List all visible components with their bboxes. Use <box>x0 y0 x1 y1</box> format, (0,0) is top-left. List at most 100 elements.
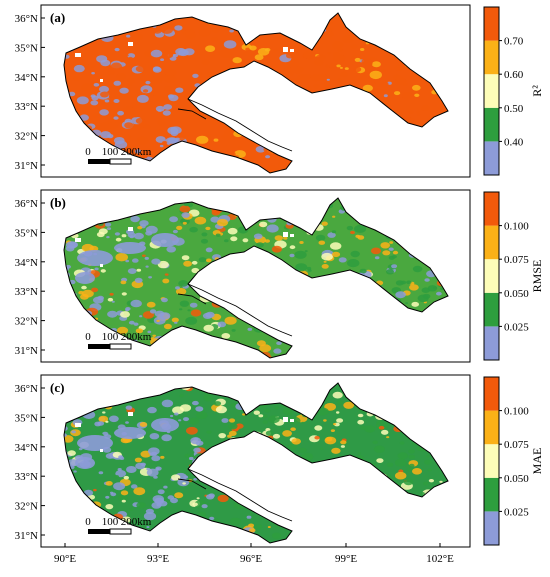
raster-patch <box>331 447 341 454</box>
raster-patch <box>191 267 200 274</box>
raster-patch <box>371 61 381 68</box>
legend-frame <box>483 376 500 546</box>
raster-patch <box>200 238 209 244</box>
raster-patch <box>383 94 388 98</box>
raster-patch <box>386 436 390 439</box>
raster-patch <box>113 482 126 491</box>
legend-swatch <box>484 225 499 260</box>
raster-patch <box>305 86 312 91</box>
raster-patch <box>68 91 76 97</box>
raster-patch <box>386 269 394 275</box>
region-boundary <box>63 197 449 359</box>
lat-tick-label: 32°N <box>15 316 38 328</box>
raster-patch <box>156 503 162 507</box>
raster-patch <box>170 497 178 504</box>
lon-tick-label: 96°E <box>240 553 262 565</box>
raster-patch <box>104 99 110 103</box>
raster-patch <box>88 62 97 68</box>
raster-patch <box>135 328 144 334</box>
raster-patch <box>76 96 89 105</box>
nodata-cell <box>75 423 81 427</box>
raster-patch <box>185 31 196 39</box>
raster-patch <box>161 297 168 303</box>
raster-patch <box>336 418 344 423</box>
raster-patch <box>114 475 120 479</box>
raster-patch <box>151 90 160 96</box>
raster-patch <box>152 334 156 337</box>
region-boundary <box>63 12 449 174</box>
raster-patch <box>122 106 135 115</box>
nodata-cell <box>283 417 288 422</box>
raster-patch <box>428 479 434 483</box>
raster-patch <box>133 487 146 496</box>
raster-patch <box>408 463 415 468</box>
subregion-boundary <box>187 468 293 522</box>
raster-patch <box>164 68 177 77</box>
subregion-boundary <box>177 108 207 120</box>
raster-patch <box>175 288 187 295</box>
raster-patch <box>126 83 132 87</box>
legend-swatch <box>484 410 499 445</box>
raster-patch <box>98 415 109 423</box>
raster-patch <box>230 236 238 242</box>
scale-bar: 0 100 200km <box>85 516 152 535</box>
raster-patch <box>90 94 96 98</box>
raster-patch <box>147 330 152 334</box>
raster-patch <box>332 215 336 218</box>
legend-swatch <box>484 40 499 75</box>
raster-patch <box>376 458 384 463</box>
raster-patch <box>183 260 193 267</box>
raster-patch <box>176 225 183 230</box>
raster-patch <box>167 94 175 99</box>
raster-patch <box>201 59 210 65</box>
raster-patch <box>140 462 146 467</box>
raster-patch <box>317 73 328 81</box>
lat-tick-label: 33°N <box>15 471 38 483</box>
raster-patch <box>111 300 115 303</box>
raster-patch <box>389 241 394 244</box>
raster-patch <box>198 28 211 37</box>
raster-patch <box>336 411 340 414</box>
raster-patch <box>134 149 142 154</box>
raster-patch <box>100 269 106 273</box>
raster-patch <box>121 499 126 503</box>
lat-tick-label: 32°N <box>15 501 38 513</box>
raster-patch <box>301 421 305 424</box>
raster-patch <box>253 410 260 415</box>
raster-patch <box>114 232 120 236</box>
raster-patch <box>357 413 364 418</box>
raster-patch <box>295 263 308 272</box>
scalebar-black-segment <box>88 159 110 164</box>
raster-patch <box>121 292 127 296</box>
raster-patch <box>146 301 156 308</box>
raster-patch <box>147 406 157 414</box>
raster-patch <box>175 48 187 56</box>
raster-patch <box>134 277 143 283</box>
raster-patch <box>181 255 190 261</box>
raster-patch <box>126 34 131 38</box>
panel-tag: (b) <box>50 195 66 210</box>
raster-patch <box>192 502 198 507</box>
raster-patch <box>250 155 256 159</box>
raster-patch <box>162 110 171 116</box>
raster-patch <box>175 286 180 290</box>
raster-patch <box>362 84 373 92</box>
raster-patch <box>381 82 389 88</box>
lake-patch <box>75 272 95 284</box>
raster-patch <box>175 137 180 141</box>
lake-patch <box>77 250 113 266</box>
raster-patch <box>271 245 282 253</box>
raster-patch <box>265 155 271 159</box>
raster-patch <box>254 54 264 61</box>
legend-label: 0.50 <box>504 103 524 115</box>
raster-patch <box>189 226 198 233</box>
legend: 0.40 0.50 0.60 0.70 R² <box>483 6 544 176</box>
raster-patch <box>394 64 404 71</box>
raster-patch <box>325 436 333 442</box>
legend-swatch <box>484 326 499 360</box>
raster-patch <box>91 72 95 75</box>
raster-patch <box>323 419 327 422</box>
raster-patch <box>132 258 139 263</box>
raster-patch <box>417 113 421 116</box>
raster-patch <box>65 241 78 249</box>
